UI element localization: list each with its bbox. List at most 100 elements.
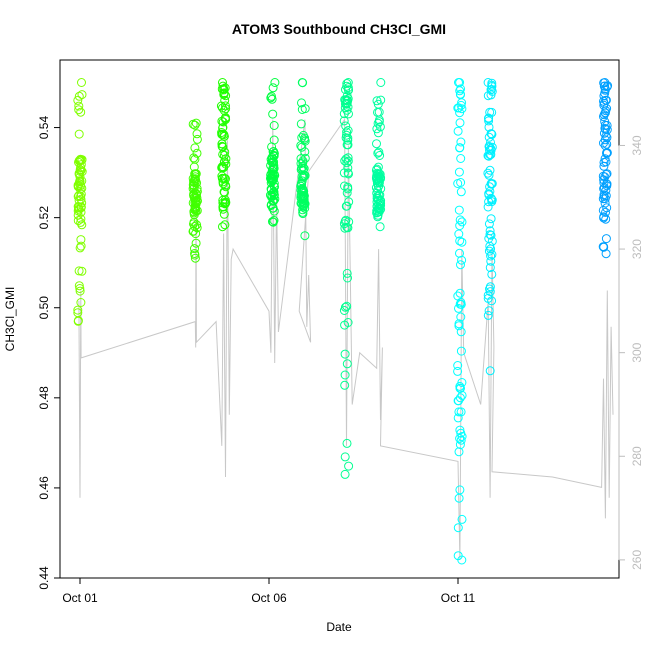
data-point xyxy=(269,160,279,170)
data-point xyxy=(341,133,351,143)
data-point xyxy=(455,288,465,298)
data-point xyxy=(456,154,466,163)
data-point xyxy=(483,310,493,320)
y-tick-label: 0.50 xyxy=(37,296,51,320)
data-point xyxy=(376,184,386,194)
plot-frame xyxy=(59,59,620,579)
data-point xyxy=(268,196,278,206)
data-point xyxy=(191,238,201,248)
data-point xyxy=(484,197,494,207)
data-point xyxy=(487,179,496,189)
data-point xyxy=(455,236,465,246)
data-point xyxy=(457,514,467,524)
data-point xyxy=(343,168,353,178)
data-point xyxy=(376,95,386,105)
data-point xyxy=(77,266,87,276)
point-cluster xyxy=(339,78,354,479)
data-point xyxy=(484,246,494,256)
data-point xyxy=(74,105,84,115)
data-point xyxy=(296,119,306,129)
data-point xyxy=(74,168,84,178)
data-point xyxy=(297,184,307,193)
data-point xyxy=(296,154,306,164)
data-point xyxy=(340,380,350,390)
data-point xyxy=(343,163,353,173)
data-point xyxy=(300,147,310,157)
data-point xyxy=(191,229,201,239)
data-point xyxy=(298,156,308,166)
data-point xyxy=(602,148,612,158)
data-point xyxy=(296,181,306,191)
data-point xyxy=(372,139,381,149)
data-point xyxy=(297,105,307,114)
data-point xyxy=(342,438,352,448)
data-point xyxy=(220,199,230,208)
data-point xyxy=(270,78,280,87)
data-point xyxy=(483,91,493,101)
data-point xyxy=(192,129,202,139)
data-point xyxy=(342,188,352,198)
data-point xyxy=(266,160,276,170)
data-point xyxy=(299,198,309,208)
data-point xyxy=(190,222,200,231)
data-point xyxy=(74,129,84,139)
data-point xyxy=(342,359,352,369)
data-point xyxy=(297,98,306,108)
point-cluster xyxy=(216,78,231,232)
data-point xyxy=(341,154,351,164)
data-point xyxy=(374,147,384,157)
data-point xyxy=(340,469,350,479)
data-point xyxy=(599,157,609,167)
data-point xyxy=(373,148,383,158)
data-point xyxy=(343,318,353,327)
data-point xyxy=(486,256,496,266)
data-point xyxy=(76,217,86,227)
data-point xyxy=(486,251,496,261)
data-point xyxy=(190,249,200,258)
data-point xyxy=(455,485,465,495)
data-point xyxy=(457,217,467,227)
data-point xyxy=(268,83,278,93)
data-point xyxy=(300,231,310,241)
data-point xyxy=(267,170,277,180)
data-point xyxy=(457,390,467,400)
data-point xyxy=(599,213,609,223)
data-point xyxy=(457,237,467,247)
point-cluster xyxy=(598,78,613,259)
data-point xyxy=(374,207,384,217)
data-point xyxy=(456,327,466,337)
data-point xyxy=(340,302,350,312)
data-point xyxy=(269,216,279,225)
y-tick-label: 0.48 xyxy=(37,386,51,410)
data-point xyxy=(601,207,610,217)
data-point xyxy=(484,219,494,229)
data-point xyxy=(453,413,463,423)
data-point xyxy=(267,154,277,164)
data-point xyxy=(296,185,306,195)
data-point xyxy=(483,202,493,212)
data-point xyxy=(456,297,466,307)
data-point xyxy=(297,172,307,182)
data-point xyxy=(373,118,383,128)
data-point xyxy=(372,164,382,174)
data-point xyxy=(453,551,463,561)
y-tick-label: 0.44 xyxy=(37,566,51,590)
x-tick-label: Oct 11 xyxy=(441,591,476,605)
data-point xyxy=(299,194,308,204)
point-cluster xyxy=(188,118,202,263)
x-tick-label: Oct 06 xyxy=(251,591,287,605)
data-point xyxy=(374,203,384,212)
data-point xyxy=(455,86,465,96)
data-point xyxy=(73,316,83,326)
data-point xyxy=(73,216,83,226)
data-point xyxy=(267,142,277,152)
data-point xyxy=(456,260,465,270)
data-point xyxy=(218,174,228,184)
data-point xyxy=(190,253,200,263)
data-point xyxy=(189,153,199,163)
data-point xyxy=(189,191,199,200)
data-point xyxy=(373,128,383,138)
data-point xyxy=(75,284,85,293)
right-tick-label: 260 xyxy=(630,550,644,570)
data-point xyxy=(221,91,231,101)
